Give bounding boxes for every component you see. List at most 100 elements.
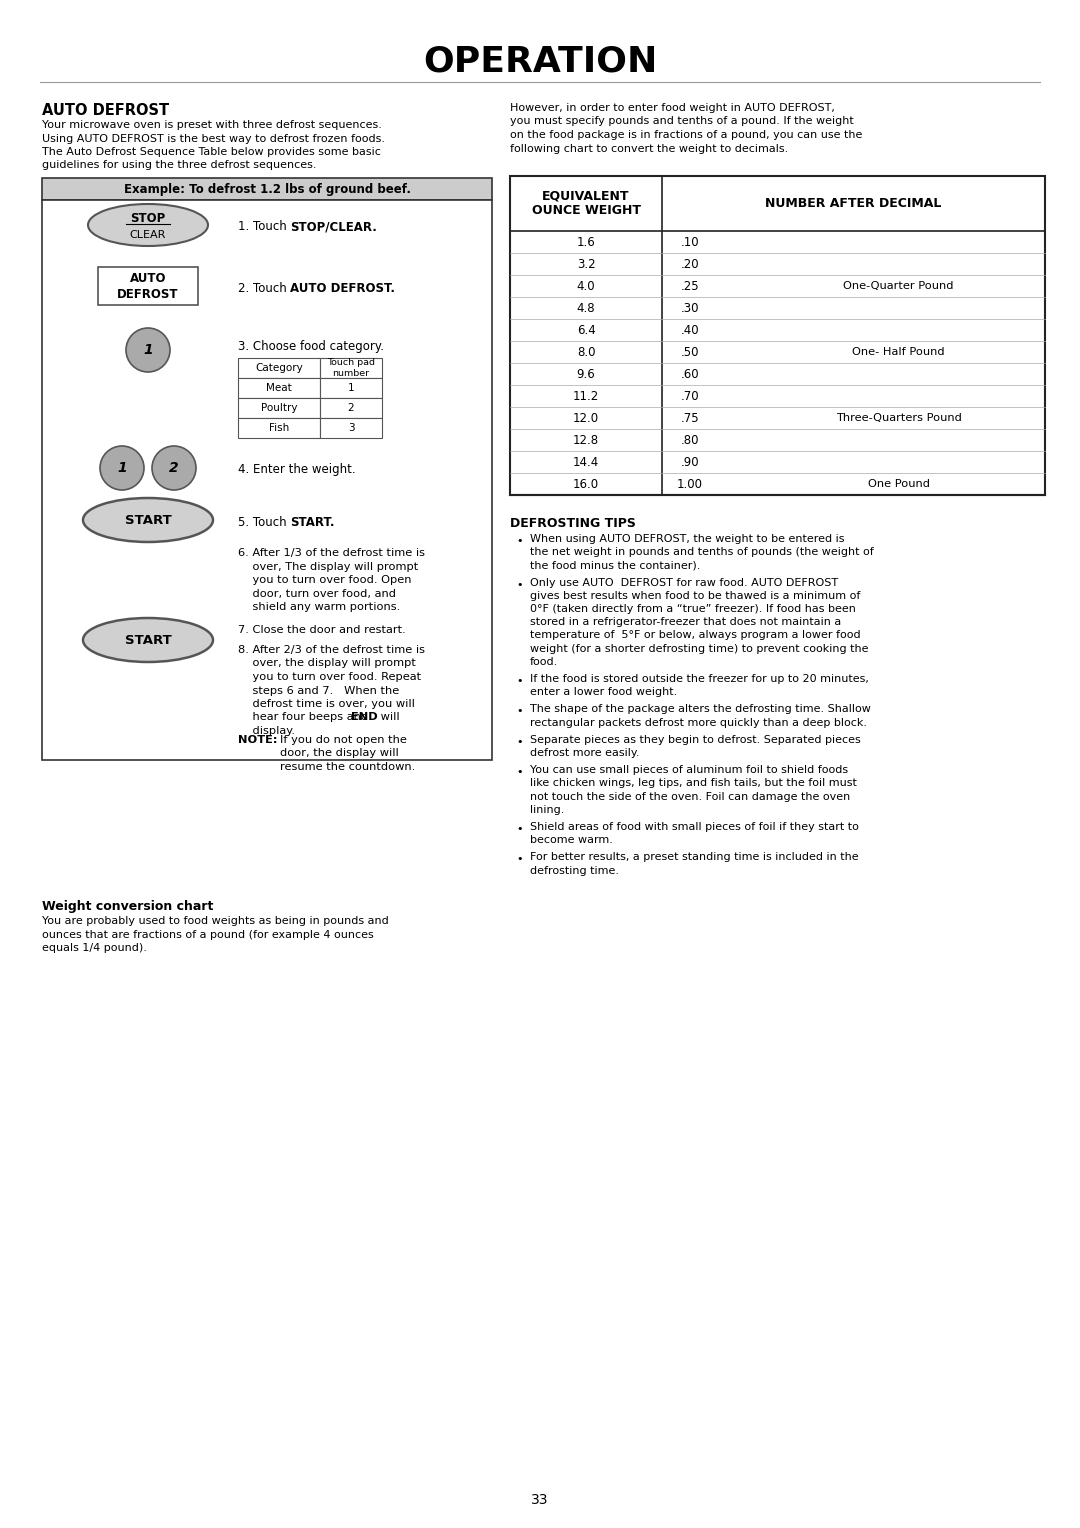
Text: You can use small pieces of aluminum foil to shield foods: You can use small pieces of aluminum foi… xyxy=(530,766,848,775)
Text: stored in a refrigerator-freezer that does not maintain a: stored in a refrigerator-freezer that do… xyxy=(530,617,841,626)
Text: .80: .80 xyxy=(680,434,699,446)
Text: .50: .50 xyxy=(680,345,699,359)
Text: .90: .90 xyxy=(680,455,700,469)
Text: AUTO DEFROST.: AUTO DEFROST. xyxy=(291,281,395,295)
Text: equals 1/4 pound).: equals 1/4 pound). xyxy=(42,943,147,953)
Bar xyxy=(238,397,320,419)
Text: lining.: lining. xyxy=(530,805,565,814)
Text: •: • xyxy=(516,736,523,747)
Text: will: will xyxy=(377,712,400,723)
Text: 1.6: 1.6 xyxy=(577,235,595,249)
Text: 16.0: 16.0 xyxy=(572,477,599,490)
Text: 1: 1 xyxy=(348,384,354,393)
Text: Poultry: Poultry xyxy=(260,403,297,413)
Text: 3. Choose food category.: 3. Choose food category. xyxy=(238,341,384,353)
Text: you to turn over food. Open: you to turn over food. Open xyxy=(238,575,411,585)
Bar xyxy=(98,267,198,306)
Text: 3: 3 xyxy=(348,423,354,432)
Text: DEFROST: DEFROST xyxy=(118,287,179,301)
Text: Your microwave oven is preset with three defrost sequences.: Your microwave oven is preset with three… xyxy=(42,121,382,130)
Bar xyxy=(320,419,382,439)
Text: You are probably used to food weights as being in pounds and: You are probably used to food weights as… xyxy=(42,915,389,926)
Text: following chart to convert the weight to decimals.: following chart to convert the weight to… xyxy=(510,144,788,153)
Text: .10: .10 xyxy=(680,235,700,249)
Text: 4.8: 4.8 xyxy=(577,301,595,315)
Text: Touch pad
number: Touch pad number xyxy=(327,358,375,377)
Text: STOP/CLEAR.: STOP/CLEAR. xyxy=(291,220,377,234)
Bar xyxy=(320,358,382,377)
Text: START: START xyxy=(124,513,172,527)
Text: •: • xyxy=(516,675,523,686)
Text: door, the display will: door, the display will xyxy=(280,749,399,758)
Text: .20: .20 xyxy=(680,258,700,270)
Text: shield any warm portions.: shield any warm portions. xyxy=(238,602,401,613)
Text: defrosting time.: defrosting time. xyxy=(530,865,619,876)
Text: 12.0: 12.0 xyxy=(572,411,599,425)
Text: 8.0: 8.0 xyxy=(577,345,595,359)
Bar xyxy=(42,200,492,759)
Text: 12.8: 12.8 xyxy=(572,434,599,446)
Text: •: • xyxy=(516,824,523,834)
Text: •: • xyxy=(516,579,523,590)
Text: START.: START. xyxy=(291,515,335,529)
Bar xyxy=(320,377,382,397)
Text: CLEAR: CLEAR xyxy=(130,231,166,240)
Text: 2: 2 xyxy=(170,461,179,475)
Text: 11.2: 11.2 xyxy=(572,390,599,402)
Text: display.: display. xyxy=(238,726,295,736)
Ellipse shape xyxy=(83,617,213,662)
Text: START: START xyxy=(124,634,172,646)
Text: defrost more easily.: defrost more easily. xyxy=(530,749,639,758)
Text: STOP: STOP xyxy=(131,212,165,226)
Text: 1: 1 xyxy=(118,461,126,475)
Text: 2: 2 xyxy=(348,403,354,413)
Text: Category: Category xyxy=(255,364,302,373)
Bar xyxy=(238,358,320,377)
Text: •: • xyxy=(516,536,523,545)
Text: Fish: Fish xyxy=(269,423,289,432)
Text: 0°F (taken directly from a “true” freezer). If food has been: 0°F (taken directly from a “true” freeze… xyxy=(530,604,855,614)
Text: Using AUTO DEFROST is the best way to defrost frozen foods.: Using AUTO DEFROST is the best way to de… xyxy=(42,133,384,144)
Text: One-Quarter Pound: One-Quarter Pound xyxy=(843,281,954,290)
Text: 14.4: 14.4 xyxy=(572,455,599,469)
Text: 8. After 2/3 of the defrost time is: 8. After 2/3 of the defrost time is xyxy=(238,645,426,656)
Text: Three-Quarters Pound: Three-Quarters Pound xyxy=(836,413,961,423)
Text: The Auto Defrost Sequence Table below provides some basic: The Auto Defrost Sequence Table below pr… xyxy=(42,147,381,157)
Text: AUTO: AUTO xyxy=(130,272,166,284)
Ellipse shape xyxy=(87,205,208,246)
Text: 7. Close the door and restart.: 7. Close the door and restart. xyxy=(238,625,406,636)
Text: hear four beeps and: hear four beeps and xyxy=(238,712,372,723)
Text: For better results, a preset standing time is included in the: For better results, a preset standing ti… xyxy=(530,853,859,862)
Text: One- Half Pound: One- Half Pound xyxy=(852,347,945,358)
Text: NOTE:: NOTE: xyxy=(238,735,278,746)
Text: The shape of the package alters the defrosting time. Shallow: The shape of the package alters the defr… xyxy=(530,704,870,715)
Text: 1: 1 xyxy=(144,342,152,358)
Text: 4.0: 4.0 xyxy=(577,280,595,292)
Text: the food minus the container).: the food minus the container). xyxy=(530,561,700,570)
Text: When using AUTO DEFROST, the weight to be entered is: When using AUTO DEFROST, the weight to b… xyxy=(530,533,845,544)
Text: If the food is stored outside the freezer for up to 20 minutes,: If the food is stored outside the freeze… xyxy=(530,674,869,685)
Text: END: END xyxy=(351,712,378,723)
Bar xyxy=(320,397,382,419)
Text: •: • xyxy=(516,706,523,717)
Text: One Pound: One Pound xyxy=(867,478,930,489)
Bar xyxy=(42,177,492,200)
Text: 1. Touch: 1. Touch xyxy=(238,220,291,234)
Text: over, the display will prompt: over, the display will prompt xyxy=(238,659,416,669)
Text: Shield areas of food with small pieces of foil if they start to: Shield areas of food with small pieces o… xyxy=(530,822,859,833)
Text: you must specify pounds and tenths of a pound. If the weight: you must specify pounds and tenths of a … xyxy=(510,116,854,127)
Text: .75: .75 xyxy=(680,411,700,425)
Text: become warm.: become warm. xyxy=(530,836,612,845)
Text: .40: .40 xyxy=(680,324,700,336)
Text: like chicken wings, leg tips, and fish tails, but the foil must: like chicken wings, leg tips, and fish t… xyxy=(530,778,856,788)
Text: defrost time is over, you will: defrost time is over, you will xyxy=(238,698,415,709)
Text: EQUIVALENT
OUNCE WEIGHT: EQUIVALENT OUNCE WEIGHT xyxy=(531,189,640,217)
Text: .70: .70 xyxy=(680,390,700,402)
Ellipse shape xyxy=(83,498,213,542)
Bar xyxy=(238,377,320,397)
Text: enter a lower food weight.: enter a lower food weight. xyxy=(530,688,677,697)
Text: over, The display will prompt: over, The display will prompt xyxy=(238,561,418,571)
Text: 33: 33 xyxy=(531,1493,549,1507)
Text: the net weight in pounds and tenths of pounds (the weight of: the net weight in pounds and tenths of p… xyxy=(530,547,874,558)
Circle shape xyxy=(152,446,195,490)
